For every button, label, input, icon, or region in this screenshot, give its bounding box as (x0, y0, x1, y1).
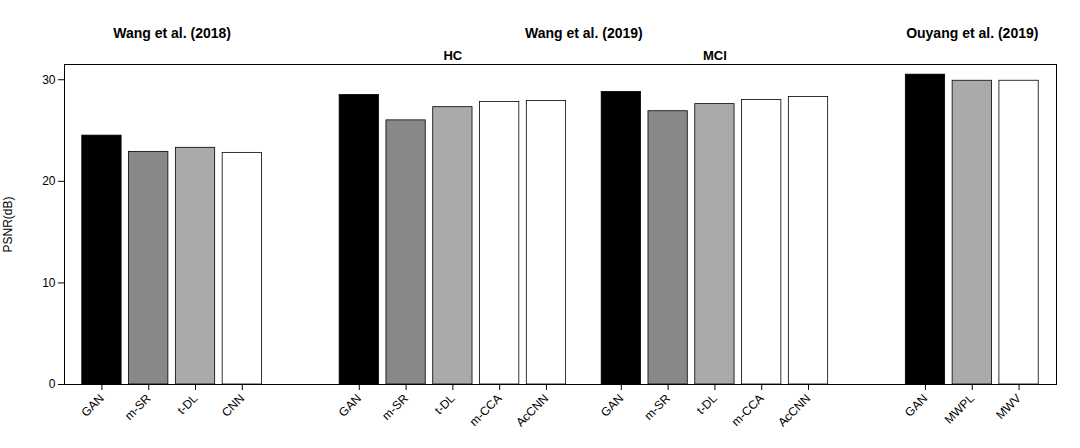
svg-text:Wang et al. (2019): Wang et al. (2019) (525, 25, 643, 41)
svg-text:t-DL: t-DL (174, 391, 200, 417)
svg-text:t-DL: t-DL (432, 391, 458, 417)
svg-text:MCI: MCI (703, 48, 727, 63)
svg-text:Wang et al. (2018): Wang et al. (2018) (113, 25, 231, 41)
svg-text:m-SR: m-SR (122, 391, 154, 423)
svg-text:30: 30 (42, 73, 56, 87)
svg-text:10: 10 (42, 276, 56, 290)
svg-text:m-SR: m-SR (379, 391, 411, 423)
svg-text:20: 20 (42, 174, 56, 188)
svg-text:t-DL: t-DL (694, 391, 720, 417)
svg-text:PSNR(dB): PSNR(dB) (1, 196, 15, 252)
svg-text:m-SR: m-SR (641, 391, 673, 423)
svg-text:AcCNN: AcCNN (513, 391, 551, 429)
svg-text:Ouyang et al. (2019): Ouyang et al. (2019) (906, 25, 1038, 41)
svg-text:AcCNN: AcCNN (775, 391, 813, 429)
svg-text:MWPL: MWPL (942, 391, 978, 427)
svg-text:CNN: CNN (219, 391, 247, 419)
svg-text:GAN: GAN (598, 391, 626, 419)
svg-text:HC: HC (443, 48, 462, 63)
svg-text:GAN: GAN (902, 391, 930, 419)
svg-text:GAN: GAN (78, 391, 106, 419)
svg-text:m-CCA: m-CCA (467, 391, 505, 429)
svg-text:0: 0 (49, 377, 56, 391)
svg-text:GAN: GAN (336, 391, 364, 419)
svg-text:MWV: MWV (993, 391, 1024, 422)
svg-text:m-CCA: m-CCA (729, 391, 767, 429)
